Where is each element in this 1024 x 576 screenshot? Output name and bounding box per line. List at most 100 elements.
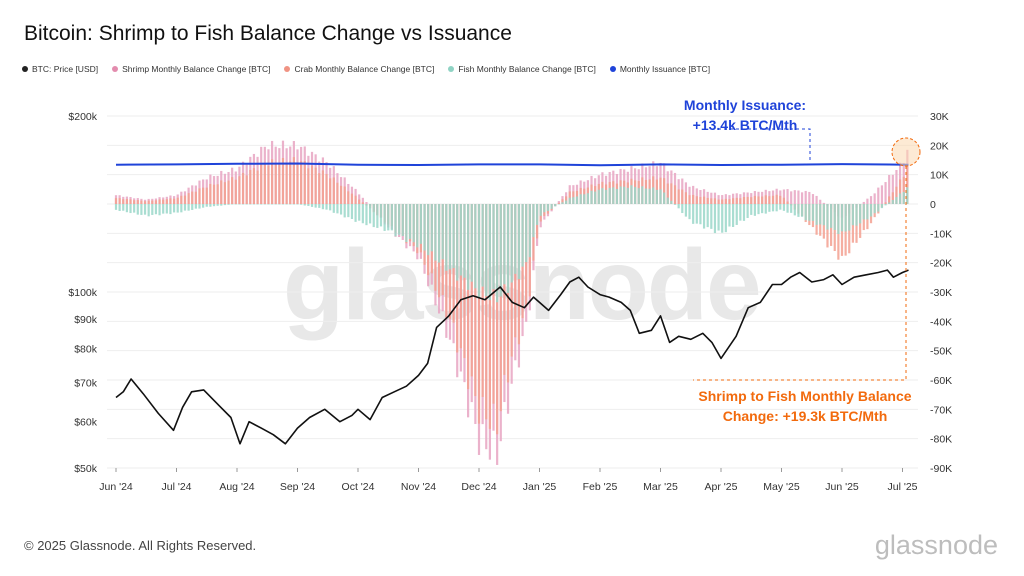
fish-bar [209,204,212,207]
fish-bar [274,204,277,205]
fish-bar [423,204,426,251]
crab-bar [670,183,673,204]
crab-bar [329,178,332,204]
crab-bar [732,198,735,204]
chart-legend: BTC: Price [USD] Shrimp Monthly Balance … [22,64,710,74]
shrimp-bar [786,189,789,204]
fish-bar [241,204,245,205]
crab-bar [666,183,669,204]
fish-bar [586,193,589,204]
fish-bar [499,204,502,297]
crab-bar [191,191,194,204]
fish-bar [554,204,557,207]
fish-bar [535,204,539,225]
crab-bar [463,204,466,359]
fish-bar [859,204,862,224]
crab-bar [681,189,684,204]
fish-bar [793,204,796,216]
legend-marker-fish [448,66,455,72]
crab-bar [187,193,190,204]
fish-bar [147,204,150,217]
crab-bar [180,195,183,204]
y-right-tick-label: -70K [930,404,952,416]
fish-bar [376,204,379,228]
fish-bar [906,187,909,204]
shrimp-bar [713,192,717,204]
legend-item-issuance[interactable]: Monthly Issuance [BTC] [609,64,710,74]
fish-bar [390,204,393,231]
fish-bar [470,204,473,282]
fish-bar [456,204,459,281]
fish-bar [811,204,815,221]
fish-bar [543,204,546,213]
shrimp-bar [358,194,361,204]
x-tick-label: Jan '25 [523,481,557,493]
fish-bar [238,204,241,205]
fish-bar [706,204,709,228]
crab-bar [459,204,462,349]
fish-bar [633,187,637,204]
fish-bar [771,204,775,212]
crab-bar [241,172,245,204]
fish-bar [136,204,139,215]
fish-bar [532,204,535,238]
shrimp-bar [869,196,873,204]
fish-bar [666,197,669,204]
fish-bar [800,204,804,217]
fish-bar [165,204,168,214]
crab-bar [728,199,731,204]
fish-bar [601,188,604,204]
crab-bar [172,198,176,204]
fish-bar [761,204,764,214]
fish-bar [154,204,158,215]
fish-bar [594,191,597,204]
x-tick-label: Mar '25 [643,481,678,493]
fish-bar [902,192,905,204]
fish-bar [590,190,593,204]
crab-bar [122,199,125,204]
fish-bar [332,204,335,213]
legend-label-price: BTC: Price [USD] [32,64,99,74]
crab-bar [140,200,143,204]
fish-bar [162,204,165,214]
crab-bar [289,161,292,204]
crab-bar [194,191,197,204]
y-left-tick-label: $90k [74,314,98,326]
fish-bar [176,204,179,213]
y-left-tick-label: $80k [74,344,98,356]
fish-bar [510,204,513,283]
crab-bar [303,161,306,204]
legend-item-fish[interactable]: Fish Monthly Balance Change [BTC] [448,64,596,74]
y-right-tick-label: -90K [930,463,952,475]
fish-bar [129,204,132,214]
crab-bar [898,179,902,204]
x-tick-label: Dec '24 [461,481,496,493]
fish-bar [797,204,800,217]
fish-bar [692,204,695,224]
fish-bar [430,204,433,252]
crab-bar [114,198,118,204]
fish-bar [151,204,154,215]
fish-bar [655,189,658,204]
crab-bar [499,204,502,412]
crab-bar [274,163,277,204]
legend-item-shrimp[interactable]: Shrimp Monthly Balance Change [BTC] [112,64,270,74]
fish-bar [463,204,466,278]
y-right-tick-label: 10K [930,170,949,182]
crab-bar [350,193,354,204]
crab-bar [884,202,887,204]
fish-bar [260,204,263,205]
shrimp-bar [790,191,793,204]
crab-bar [209,183,212,204]
fish-bar [891,199,894,204]
crab-bar [318,173,321,204]
crab-bar [198,188,201,204]
legend-item-crab[interactable]: Crab Monthly Balance Change [BTC] [284,64,434,74]
crab-bar [165,199,168,204]
fish-bar [387,204,390,231]
axes: $50k $60k $70k $80k $90k $100k $200k 30K 20K 10K 0… [68,111,952,493]
fish-bar [481,204,484,287]
crab-bar [220,180,223,204]
legend-item-price[interactable]: BTC: Price [USD] [22,64,98,74]
crab-bar [336,182,339,204]
